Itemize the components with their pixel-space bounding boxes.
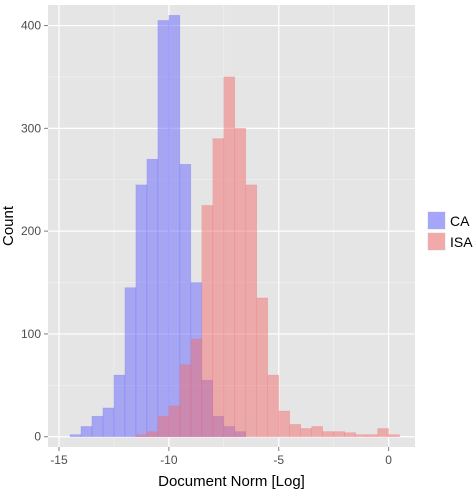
histogram-bar [377,428,389,437]
histogram-bar [223,76,236,437]
y-axis-title: Count [0,205,17,246]
histogram-bar [366,434,378,437]
legend-swatch [428,212,445,229]
histogram-bar [190,338,203,437]
histogram-bar [333,431,345,437]
histogram-bar [344,432,356,437]
histogram-bar [245,184,258,437]
histogram-bar [91,415,104,437]
y-tick-label: 400 [21,19,41,33]
histogram-bar [179,364,192,437]
histogram-bar [157,415,170,437]
x-tick-label: -10 [160,453,178,467]
histogram-bar [212,138,225,437]
histogram-bar [69,434,82,437]
histogram-bar [267,374,279,437]
histogram-bar [234,128,247,437]
x-tick-label: -15 [50,453,68,467]
x-tick-label: -5 [273,453,284,467]
series-isa-bars [135,76,400,437]
histogram-bar [157,20,170,437]
histogram-bar [256,297,269,437]
histogram-bar [289,424,301,437]
histogram-bar [146,431,159,437]
x-tick-label: 0 [385,453,392,467]
histogram-bar [146,158,159,437]
legend: CA ISA [427,211,473,251]
histogram-bar [168,15,181,437]
legend-label: ISA [450,234,473,250]
legend-item-isa: ISA [427,232,473,251]
histogram-bar [168,405,181,437]
histogram-bar [322,431,334,437]
histogram-bar [388,434,400,437]
y-tick-label: 100 [21,327,41,341]
legend-item-ca: CA [427,211,470,230]
histogram-bar [102,407,115,437]
histogram-bar [124,287,137,437]
x-axis-title: Document Norm [Log] [158,473,305,490]
histogram-bars [69,15,400,437]
histogram-bar [135,184,148,437]
histogram-bar [135,434,148,437]
y-tick-label: 200 [21,224,41,238]
histogram-bar [80,426,93,437]
histogram-bar [201,205,214,437]
y-tick-label: 300 [21,121,41,135]
histogram-bar [300,428,312,437]
histogram-bar [355,434,367,437]
y-tick-label: 0 [34,430,41,444]
legend-label: CA [450,213,470,229]
axis-ticks: -15 -10 -5 0 0 100 200 300 400 [21,19,392,467]
histogram-bar [311,426,323,437]
histogram-bar [278,410,290,437]
legend-swatch [428,233,445,250]
histogram-bar [113,374,126,437]
